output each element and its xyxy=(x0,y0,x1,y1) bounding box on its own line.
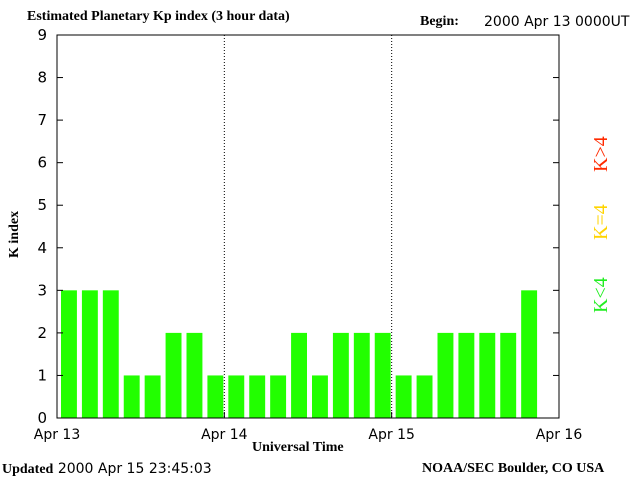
bar xyxy=(416,375,433,418)
y-tick-label: 4 xyxy=(37,239,47,257)
updated-stamp: Updated 2000 Apr 15 23:45:03 xyxy=(2,461,212,478)
bar xyxy=(249,375,266,418)
legend-k-equal-4: K=4 xyxy=(590,204,612,240)
bar xyxy=(479,332,496,418)
begin-value: 2000 Apr 13 0000UT xyxy=(484,14,630,30)
chart-title: Estimated Planetary Kp index (3 hour dat… xyxy=(27,9,290,24)
bar xyxy=(207,375,224,418)
bar xyxy=(521,290,538,418)
bar xyxy=(144,375,161,418)
bar xyxy=(500,332,517,418)
x-tick-label: Apr 15 xyxy=(368,427,414,443)
y-tick-label: 0 xyxy=(37,409,47,427)
x-tick-label: Apr 14 xyxy=(201,427,248,443)
bar xyxy=(291,332,307,418)
bar xyxy=(437,332,454,418)
y-tick-label: 3 xyxy=(37,281,47,299)
bar xyxy=(186,332,203,418)
bar xyxy=(374,332,391,418)
x-axis-label: Universal Time xyxy=(252,440,344,455)
bar xyxy=(165,332,182,418)
y-tick-label: 6 xyxy=(37,154,47,172)
bar xyxy=(332,332,349,418)
bar xyxy=(123,375,140,418)
legend-k-greater-4: K>4 xyxy=(590,136,612,172)
bar xyxy=(81,290,98,418)
plot-frame xyxy=(56,34,560,419)
bar xyxy=(270,375,287,418)
source-credit: NOAA/SEC Boulder, CO USA xyxy=(422,461,605,476)
y-tick-label: 2 xyxy=(37,324,47,342)
bar xyxy=(312,375,328,418)
y-tick-label: 7 xyxy=(37,111,47,129)
y-tick-label: 1 xyxy=(37,366,47,384)
legend-k-less-4: K<4 xyxy=(590,277,612,313)
begin-label: Begin: xyxy=(420,14,459,29)
bar xyxy=(458,332,475,418)
bar xyxy=(102,290,119,418)
y-tick-label: 9 xyxy=(37,26,47,44)
bar xyxy=(61,290,77,418)
y-axis-label: K index xyxy=(7,210,22,258)
x-tick-label: Apr 13 xyxy=(34,427,80,443)
y-tick-label: 8 xyxy=(37,69,47,87)
y-tick-label: 5 xyxy=(37,196,47,214)
bar xyxy=(228,375,245,418)
bar xyxy=(395,375,412,418)
x-tick-label: Apr 16 xyxy=(536,427,583,443)
updated-label: Updated xyxy=(2,462,54,477)
bar xyxy=(353,332,370,418)
updated-value: 2000 Apr 15 23:45:03 xyxy=(57,461,212,477)
